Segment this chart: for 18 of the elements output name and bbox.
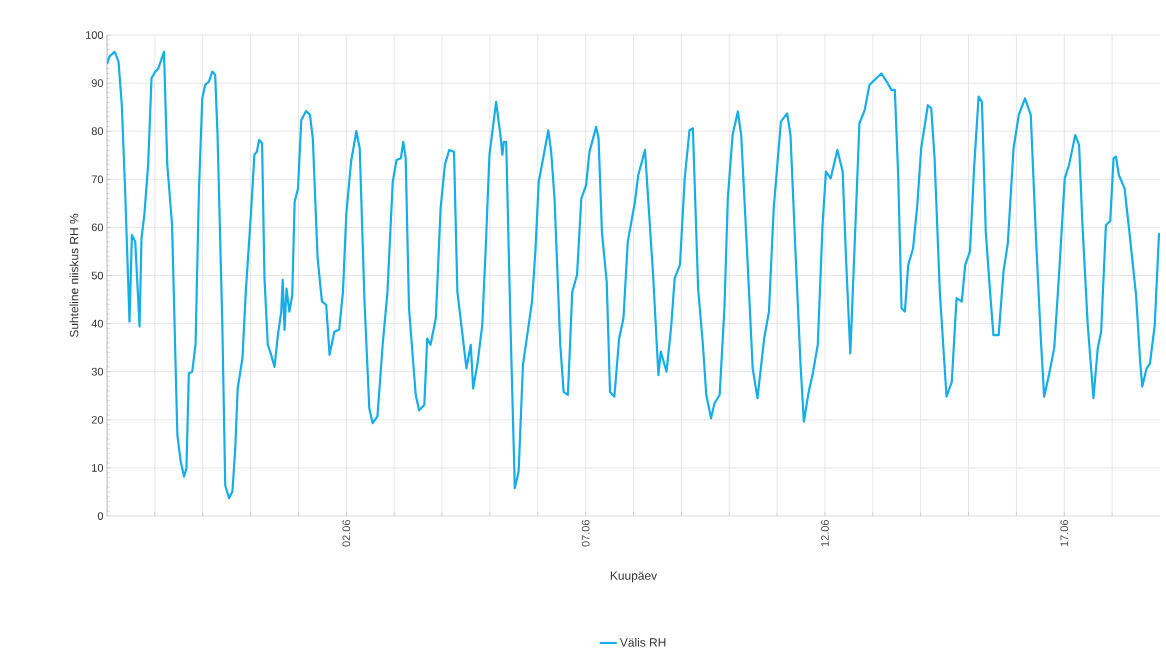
y-tick-label: 50 xyxy=(91,271,104,280)
y-axis-title: Suhteline niiskus RH % xyxy=(69,213,79,338)
x-tick-label: 07.06 xyxy=(581,520,590,547)
y-tick-label: 80 xyxy=(91,127,104,136)
y-tick-label: 20 xyxy=(91,415,104,424)
y-tick-label: 90 xyxy=(91,79,104,87)
x-tick-label: 02.06 xyxy=(342,520,351,547)
y-tick-label: 70 xyxy=(91,175,104,184)
y-tick-label: 100 xyxy=(86,31,104,39)
y-tick-label: 0 xyxy=(97,512,104,520)
y-tick-label: 60 xyxy=(91,223,104,232)
x-tick-label: 12.06 xyxy=(821,520,829,547)
y-tick-label: 10 xyxy=(92,464,104,472)
x-tick-label: 17.06 xyxy=(1060,520,1069,547)
y-tick-label: 40 xyxy=(91,319,104,328)
x-axis-title: Kuupäev xyxy=(610,571,658,583)
y-tick-label: 30 xyxy=(91,367,104,376)
legend-label: Välis RH xyxy=(619,637,666,647)
